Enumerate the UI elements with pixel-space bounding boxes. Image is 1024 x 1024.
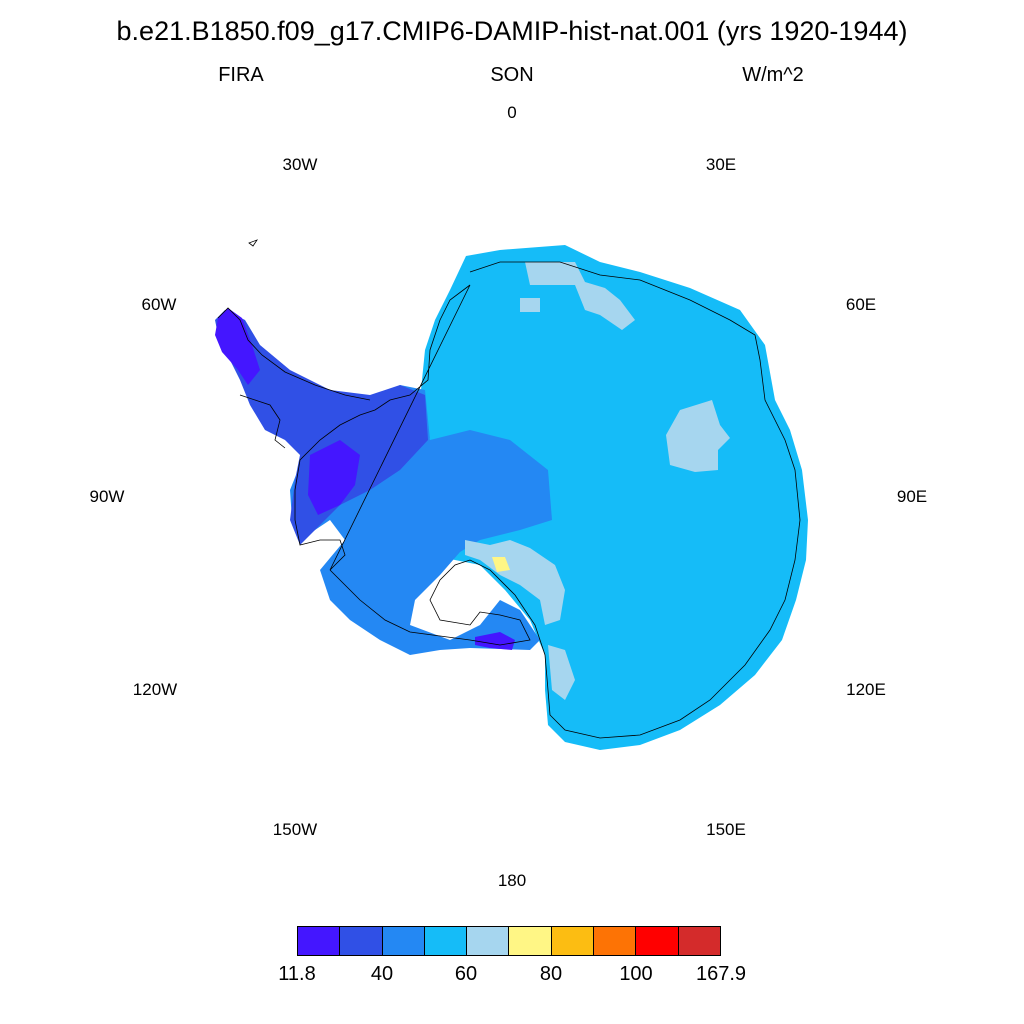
ross-coast-region [475,632,515,650]
colorbar-label-80: 80 [539,963,563,985]
continent-interior [415,245,808,750]
antarctic-peninsula [215,310,428,545]
colorbar-label-min: 11.8 [278,963,316,985]
peninsula-coastline [217,307,371,449]
plot-title: b.e21.B1850.f09_g17.CMIP6-DAMIP-hist-nat… [116,16,908,46]
colorbar-box-3 [424,927,468,955]
high-value-patch [492,557,510,572]
colorbar-label-max: 167.9 [695,963,747,985]
small-island [248,239,259,247]
colorbar-label-100: 100 [619,963,653,985]
colorbar-box-5 [509,927,552,955]
lon-label-60w: 60W [141,295,177,314]
high-plateau-patch-2 [520,298,540,312]
variable-label: FIRA [218,64,264,86]
lon-label-150e: 150E [706,820,746,839]
colorbar [297,926,721,956]
peninsula-inner-region [308,440,360,515]
coastline [294,261,801,739]
season-label: SON [490,64,534,86]
colorbar-box-4 [467,927,510,955]
colorbar-box-9 [678,927,720,955]
colorbar-box-0 [298,927,341,955]
colorbar-label-40: 40 [370,963,394,985]
colorbar-box-1 [340,927,383,955]
lon-label-0: 0 [507,103,517,122]
lon-label-30e: 30E [705,155,737,174]
lon-label-90e: 90E [896,487,928,506]
colorbar-box-2 [382,927,425,955]
colorbar-label-60: 60 [454,963,478,985]
lon-label-30w: 30W [282,155,318,174]
lon-label-120e: 120E [846,680,886,699]
colorbar-box-7 [594,927,637,955]
lon-label-60e: 60E [845,295,877,314]
lon-label-90w: 90W [89,487,125,506]
colorbar-box-6 [551,927,595,955]
colorbar-box-8 [636,927,679,955]
high-plateau-patch-1 [525,262,635,330]
units-label: W/m^2 [742,64,804,86]
lon-label-120w: 120W [132,680,178,699]
ross-edge-patch [548,645,575,700]
lon-label-180: 180 [497,871,527,890]
transantarctic-patch [465,540,565,625]
peninsula-tip-region [215,308,260,385]
lon-label-150w: 150W [272,820,318,839]
high-plateau-patch-3 [666,400,730,472]
